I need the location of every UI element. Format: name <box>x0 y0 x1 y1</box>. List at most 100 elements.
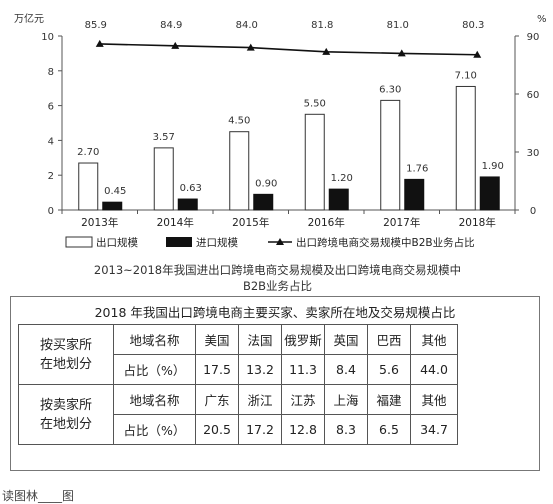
x-tick-label: 2017年 <box>383 216 420 229</box>
group-label-line1: 按买家所 <box>39 337 92 353</box>
group-label-line1: 按卖家所 <box>39 397 92 413</box>
export-value-label: 2.70 <box>77 147 99 158</box>
x-tick-label: 2016年 <box>308 216 345 229</box>
x-tick-label: 2018年 <box>459 216 496 229</box>
legend-import-swatch <box>166 237 192 247</box>
export-value-label: 5.50 <box>304 98 326 109</box>
share-cell: 8.4 <box>324 354 368 385</box>
group-label-line2: 在地划分 <box>39 356 92 372</box>
legend-line-marker <box>276 238 284 245</box>
labels-layer: 2.70 0.45 3.57 0.63 4.50 0.90 5.50 1.20 6.30 1.76… <box>77 20 504 197</box>
region-header: 地域名称 <box>113 384 196 415</box>
left-tick-label: 0 <box>48 206 54 217</box>
table-row: 按买家所 在地划分 地域名称 美国 法国 俄罗斯 英国 巴西 其他 <box>18 324 458 385</box>
x-tick-label: 2013年 <box>81 216 118 229</box>
b2b-share-label: 84.9 <box>160 20 182 31</box>
import-bar <box>479 176 500 211</box>
left-tick-label: 4 <box>48 136 54 147</box>
share-cell: 5.6 <box>367 354 411 385</box>
b2b-share-marker <box>322 47 331 55</box>
bars-layer <box>78 85 500 211</box>
export-value-label: 4.50 <box>228 116 250 127</box>
legend-import-label: 进口规模 <box>196 236 238 249</box>
export-bar <box>455 85 476 211</box>
share-cell: 11.3 <box>281 354 325 385</box>
region-cell: 英国 <box>324 324 368 355</box>
left-tick-label: 2 <box>48 171 54 182</box>
b2b-share-label: 81.0 <box>387 20 409 31</box>
share-cell: 20.5 <box>195 414 239 445</box>
group-label-line2: 在地划分 <box>39 416 92 432</box>
share-cell: 17.2 <box>238 414 282 445</box>
legend-line-label: 出口跨境电商交易规模中B2B业务占比 <box>296 236 475 249</box>
combo-chart: 0 2 4 6 8 10 0 30 60 90 万亿元 % 2013年 2014年 2015年 2016年 20… <box>14 12 547 249</box>
b2b-share-marker <box>473 50 482 58</box>
import-value-label: 1.20 <box>331 173 353 184</box>
export-bar <box>153 147 174 211</box>
share-cell: 44.0 <box>410 354 458 385</box>
table-row: 占比（%） 17.5 13.2 11.3 8.4 5.6 44.0 <box>19 354 458 385</box>
share-cell: 8.3 <box>324 414 368 445</box>
import-value-label: 1.76 <box>406 163 428 174</box>
region-cell: 法国 <box>238 324 282 355</box>
table-title: 2018 年我国出口跨境电商主要买家、卖家所在地及交易规模占比 <box>94 305 456 320</box>
table-row: 占比（%） 20.5 17.2 12.8 8.3 6.5 34.7 <box>19 414 458 445</box>
legend-export-swatch <box>65 236 93 248</box>
region-header: 地域名称 <box>113 324 196 355</box>
region-cell: 美国 <box>195 324 239 355</box>
chart-axes: 0 2 4 6 8 10 0 30 60 90 万亿元 % 2013年 2014年 2015年 2016年 20… <box>14 12 547 229</box>
region-cell: 巴西 <box>367 324 411 355</box>
right-tick-label: 60 <box>527 90 540 101</box>
share-cell: 12.8 <box>281 414 325 445</box>
b2b-share-line <box>99 43 478 56</box>
x-tick-label: 2014年 <box>157 216 194 229</box>
import-bar <box>328 188 349 211</box>
share-table: 按买家所 在地划分 地域名称 美国 法国 俄罗斯 英国 巴西 其他 占比（%） 17.5 13.2 11… <box>18 324 458 445</box>
import-value-label: 0.90 <box>255 178 277 189</box>
chart-title-line2: B2B业务占比 <box>242 279 313 293</box>
export-value-label: 6.30 <box>379 84 401 95</box>
b2b-share-marker <box>246 43 255 51</box>
share-cell: 13.2 <box>238 354 282 385</box>
import-bar <box>102 201 123 211</box>
import-bar <box>177 198 198 211</box>
region-cell: 浙江 <box>238 384 282 415</box>
import-bar <box>404 178 425 211</box>
region-cell: 其他 <box>410 324 458 355</box>
left-tick-label: 6 <box>48 102 54 113</box>
footer-text: 读图林____图 <box>2 489 75 503</box>
region-cell: 俄罗斯 <box>281 324 325 355</box>
import-bar <box>253 193 274 211</box>
region-cell: 江苏 <box>281 384 325 415</box>
export-bar <box>304 113 325 211</box>
b2b-share-label: 80.3 <box>462 20 484 31</box>
right-tick-label: 0 <box>530 206 536 217</box>
group-label: 按买家所 在地划分 <box>18 324 114 385</box>
region-cell: 福建 <box>367 384 411 415</box>
share-cell: 6.5 <box>367 414 411 445</box>
share-header: 占比（%） <box>113 414 196 445</box>
legend-export-label: 出口规模 <box>96 236 138 249</box>
share-cell: 34.7 <box>410 414 458 445</box>
export-bar <box>380 99 401 211</box>
group-label: 按卖家所 在地划分 <box>18 384 114 445</box>
export-value-label: 3.57 <box>153 132 175 143</box>
line-layer <box>95 39 482 58</box>
left-tick-label: 10 <box>41 32 54 43</box>
share-table-panel: 2018 年我国出口跨境电商主要买家、卖家所在地及交易规模占比 按买家所在地划分… <box>10 296 540 471</box>
region-cell: 其他 <box>410 384 458 415</box>
region-cell: 上海 <box>324 384 368 415</box>
right-axis-unit: % <box>537 14 547 25</box>
b2b-share-marker <box>95 39 104 47</box>
x-tick-label: 2015年 <box>232 216 269 229</box>
import-value-label: 0.63 <box>180 183 202 194</box>
import-value-label: 1.90 <box>482 161 504 172</box>
share-cell: 17.5 <box>195 354 239 385</box>
b2b-share-label: 81.8 <box>311 20 333 31</box>
export-bar <box>78 162 99 211</box>
region-cell: 广东 <box>195 384 239 415</box>
table-row: 按卖家所 在地划分 地域名称 广东 浙江 江苏 上海 福建 其他 <box>18 384 458 445</box>
legend: 出口规模 进口规模 出口跨境电商交易规模中B2B业务占比 <box>65 236 475 249</box>
left-tick-label: 8 <box>48 67 54 78</box>
chart-title-line1: 2013~2018年我国进出口跨境电商交易规模及出口跨境电商交易规模中 <box>93 263 462 277</box>
